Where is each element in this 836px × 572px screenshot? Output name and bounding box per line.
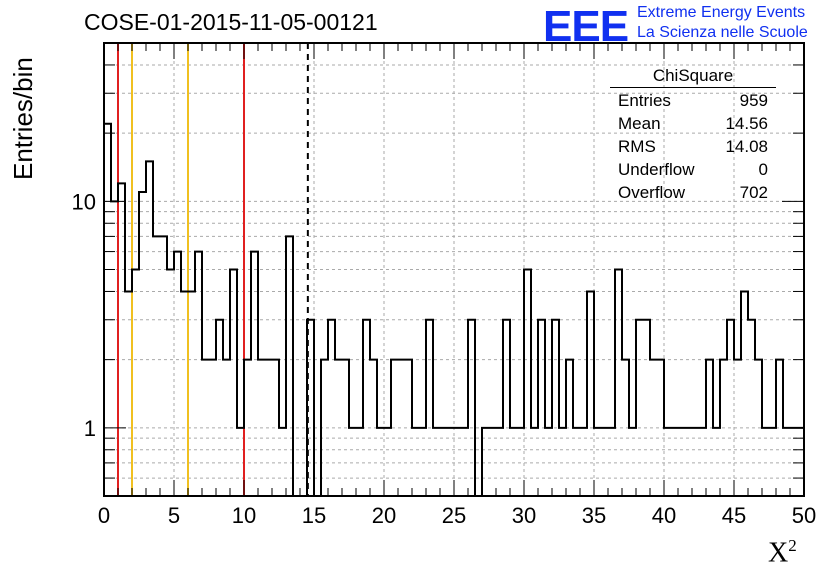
x-tick-label: 0 [98,503,110,528]
x-tick-label: 25 [442,503,466,528]
stats-row-overflow: Overflow 702 [618,183,768,202]
x-tick-label: 30 [512,503,536,528]
x-tick-label: 40 [652,503,676,528]
y-tick-labels: 1 10 [72,189,96,441]
stats-row-underflow: Underflow 0 [618,160,768,179]
chart-title: COSE-01-2015-11-05-00121 [84,9,378,35]
stats-row-rms: RMS 14.08 [618,137,768,156]
x-tick-label: 45 [722,503,746,528]
x-tick-label: 20 [372,503,396,528]
logo-line-2: La Scienza nelle Scuole [637,24,808,41]
x-tick-label: 5 [168,503,180,528]
x-tick-label: 15 [302,503,326,528]
x-tick-label: 35 [582,503,606,528]
stats-row-mean: Mean 14.56 [618,114,768,133]
grid [104,42,804,497]
y-tick-label: 10 [72,189,96,214]
x-tick-labels: 0 5 10 15 20 25 30 35 40 45 50 [98,503,816,528]
histogram-series [103,122,805,497]
axis-ticks [103,42,805,497]
stats-box: ChiSquare Entries 959 Mean 14.56 RMS 14.08 … [610,66,776,206]
y-axis-label: Entries/bin [8,57,38,180]
x-tick-label: 10 [232,503,256,528]
stats-row-entries: Entries 959 [618,91,768,110]
logo-line-1: Extreme Energy Events [637,4,806,21]
stats-title: ChiSquare [610,66,776,88]
eee-logo: EEE [543,2,629,51]
y-tick-label: 1 [84,416,96,441]
x-axis-label: X2 [768,536,797,569]
x-tick-label: 50 [792,503,816,528]
